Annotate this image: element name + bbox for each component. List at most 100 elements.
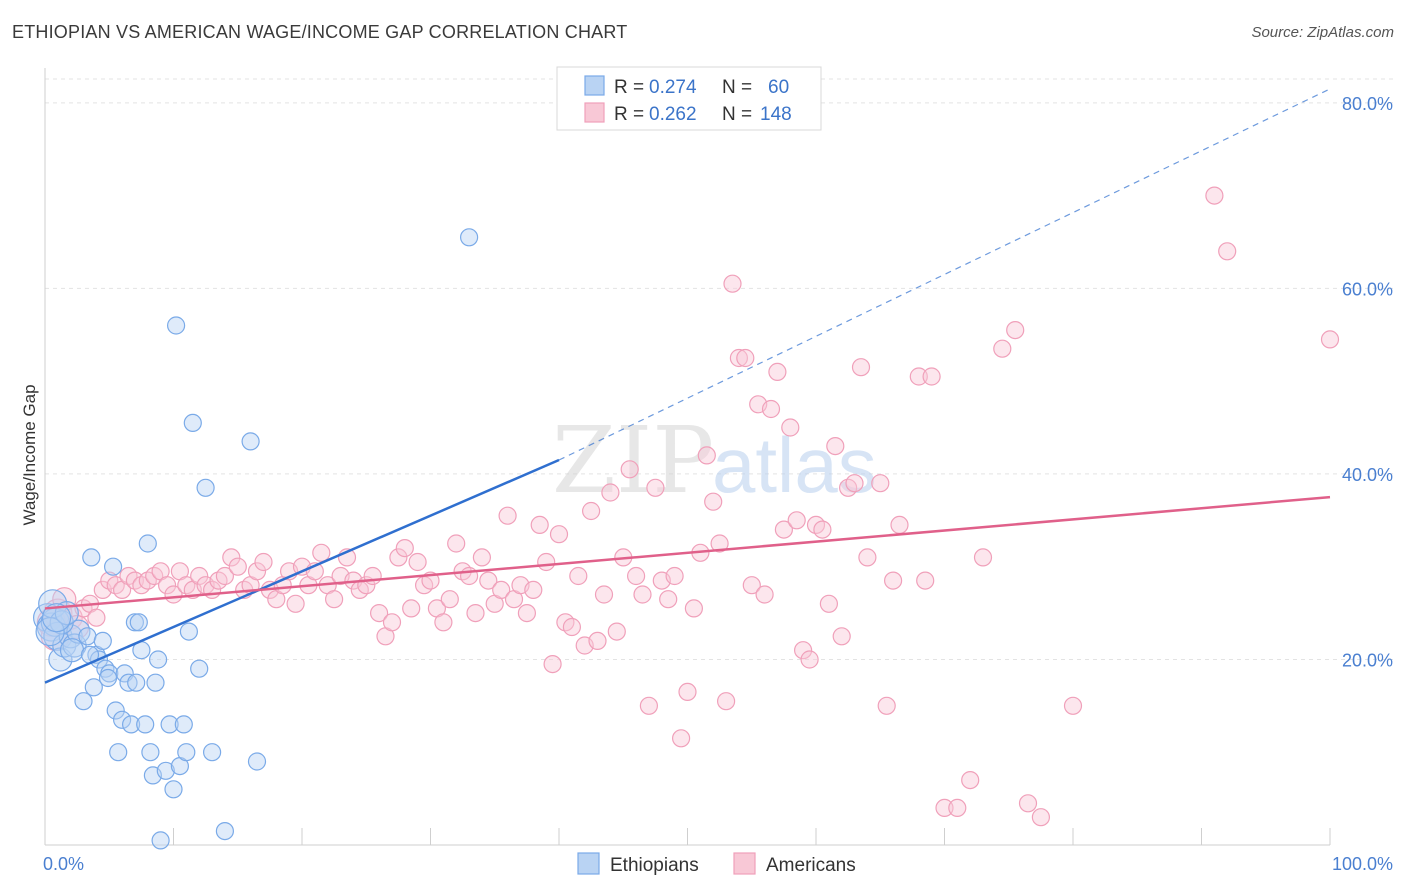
americans-point bbox=[247, 562, 267, 581]
legend-ethiopians-swatch bbox=[584, 75, 605, 96]
legend-americans-n-label: N = bbox=[722, 104, 752, 125]
americans-point bbox=[363, 566, 382, 586]
americans-point bbox=[697, 446, 716, 465]
ethiopians-point bbox=[62, 633, 87, 658]
americans-point bbox=[646, 478, 665, 497]
ethiopians-trend-extension bbox=[558, 88, 1331, 461]
americans-point bbox=[325, 590, 344, 609]
ethiopians-point bbox=[112, 710, 132, 729]
americans-point bbox=[742, 576, 761, 595]
ethiopians-point bbox=[122, 715, 141, 734]
americans-point bbox=[819, 594, 839, 613]
americans-point bbox=[826, 437, 845, 456]
americans-point bbox=[845, 474, 864, 493]
americans-point bbox=[138, 571, 157, 590]
americans-point bbox=[466, 603, 485, 623]
americans-point bbox=[774, 520, 794, 539]
ethiopians-point bbox=[82, 548, 101, 567]
ethiopians-point bbox=[93, 631, 112, 651]
ethiopians-point bbox=[164, 780, 183, 799]
americans-point bbox=[948, 798, 967, 818]
source-label: Source: ZipAtlas.com bbox=[1251, 24, 1394, 41]
americans-point bbox=[851, 358, 871, 377]
americans-point bbox=[100, 571, 119, 590]
ethiopians-point bbox=[160, 715, 179, 734]
ethiopians-point bbox=[119, 673, 138, 692]
americans-point bbox=[890, 515, 909, 535]
americans-point bbox=[620, 460, 639, 479]
americans-point bbox=[922, 367, 941, 386]
americans-point bbox=[838, 478, 858, 497]
chart-title: ETHIOPIAN VS AMERICAN WAGE/INCOME GAP CO… bbox=[12, 22, 628, 42]
americans-point bbox=[228, 557, 247, 576]
americans-point bbox=[158, 576, 177, 595]
ethiopians-point bbox=[78, 627, 97, 646]
ethiopians-point bbox=[103, 557, 123, 576]
ethiopians-point bbox=[177, 743, 196, 762]
americans-point bbox=[935, 798, 954, 818]
americans-point bbox=[517, 603, 537, 623]
ethiopians-point bbox=[125, 613, 144, 632]
americans-point bbox=[1205, 186, 1224, 205]
ethiopians-point bbox=[141, 743, 160, 762]
americans-point bbox=[588, 631, 607, 651]
americans-trend-line bbox=[44, 495, 1331, 610]
americans-point bbox=[768, 362, 787, 381]
y-tick-label: 40.0% bbox=[1342, 465, 1393, 485]
ethiopians-point bbox=[41, 603, 72, 633]
ethiopians-point bbox=[35, 616, 65, 647]
legend-americans-r-value: 0.262 bbox=[649, 104, 697, 125]
americans-point bbox=[909, 367, 928, 386]
ethiopians-point bbox=[174, 715, 193, 734]
americans-point bbox=[877, 696, 896, 715]
tick-labels: 20.0% 40.0% 60.0% 80.0% 0.0% 100.0% bbox=[43, 94, 1393, 874]
bottom-legend-americans-label: Americans bbox=[766, 855, 856, 876]
americans-point bbox=[678, 682, 697, 702]
americans-point bbox=[434, 613, 453, 632]
watermark: ZIP atlas bbox=[552, 407, 877, 514]
ethiopians-point bbox=[74, 692, 93, 711]
series-legend: Ethiopians Americans bbox=[577, 852, 856, 876]
americans-point bbox=[684, 599, 704, 618]
americans-point bbox=[472, 548, 491, 567]
americans-point bbox=[382, 613, 402, 632]
ethiopians-point bbox=[203, 743, 222, 762]
ethiopians-point bbox=[190, 659, 209, 678]
ethiopians-point bbox=[109, 743, 128, 762]
ethiopians-point bbox=[151, 831, 170, 850]
americans-point bbox=[440, 590, 459, 609]
legend-americans-r-label: R = bbox=[614, 104, 644, 125]
series-ethiopians-points bbox=[32, 228, 479, 850]
axes bbox=[44, 68, 1331, 846]
americans-point bbox=[736, 348, 755, 368]
ethiopians-point bbox=[241, 432, 260, 451]
americans-point bbox=[1006, 321, 1025, 340]
ethiopians-point bbox=[136, 715, 155, 734]
americans-point bbox=[569, 566, 588, 586]
legend-americans-swatch bbox=[584, 102, 605, 123]
americans-point bbox=[781, 418, 800, 437]
ethiopians-trend-line bbox=[44, 458, 560, 684]
ethiopians-point bbox=[138, 534, 157, 553]
americans-point bbox=[1320, 330, 1340, 349]
y-tick-label: 60.0% bbox=[1342, 279, 1393, 299]
ethiopians-point bbox=[98, 668, 118, 688]
americans-point bbox=[993, 339, 1012, 358]
americans-point bbox=[87, 608, 106, 627]
legend-ethiopians-n-label: N = bbox=[722, 77, 752, 98]
americans-point bbox=[549, 525, 569, 544]
americans-point bbox=[498, 506, 517, 525]
americans-point bbox=[492, 580, 511, 600]
americans-point bbox=[800, 650, 819, 669]
bottom-legend-americans-swatch bbox=[733, 852, 756, 875]
ethiopians-point bbox=[146, 673, 165, 692]
stats-legend: R = 0.274 N = 60 R = 0.262 N = 148 bbox=[556, 66, 822, 131]
ethiopians-point bbox=[149, 650, 168, 669]
americans-point bbox=[581, 501, 601, 521]
americans-point bbox=[793, 641, 813, 660]
americans-point bbox=[209, 571, 228, 590]
americans-point bbox=[607, 622, 626, 641]
americans-point bbox=[312, 543, 331, 562]
americans-point bbox=[755, 585, 774, 604]
